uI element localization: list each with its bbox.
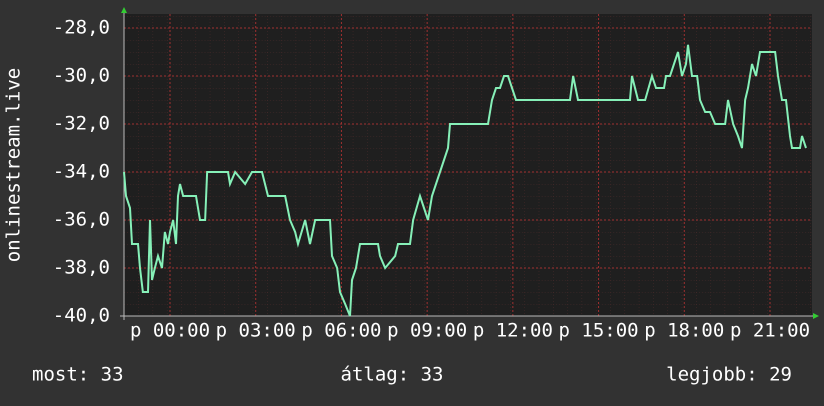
x-tick-label: p 18:00 [644, 320, 724, 342]
axis-arrow [813, 313, 819, 319]
y-tick-label: -28,0 [53, 17, 110, 39]
y-axis-label: onlinestream.live [3, 68, 25, 262]
axis-arrow [121, 7, 127, 13]
x-tick-label: p 15:00 [559, 320, 639, 342]
y-tick-label: -32,0 [53, 113, 110, 135]
y-tick-label: -40,0 [53, 305, 110, 327]
stat-average: átlag: 33 [341, 364, 444, 386]
stat-best: legjobb: 29 [666, 364, 792, 386]
stat-current: most: 33 [32, 364, 124, 386]
x-tick-label: p 21:00 [730, 320, 810, 342]
y-tick-label: -30,0 [53, 65, 110, 87]
x-tick-label: p 00:00 [130, 320, 210, 342]
x-tick-label: p 06:00 [301, 320, 381, 342]
y-tick-label: -34,0 [53, 161, 110, 183]
minor-grid [124, 14, 812, 316]
x-tick-label: p 03:00 [216, 320, 296, 342]
y-tick-label: -36,0 [53, 209, 110, 231]
x-tick-label: p 12:00 [473, 320, 553, 342]
y-tick-label: -38,0 [53, 257, 110, 279]
x-tick-label: p 09:00 [387, 320, 467, 342]
data-line [123, 44, 807, 317]
